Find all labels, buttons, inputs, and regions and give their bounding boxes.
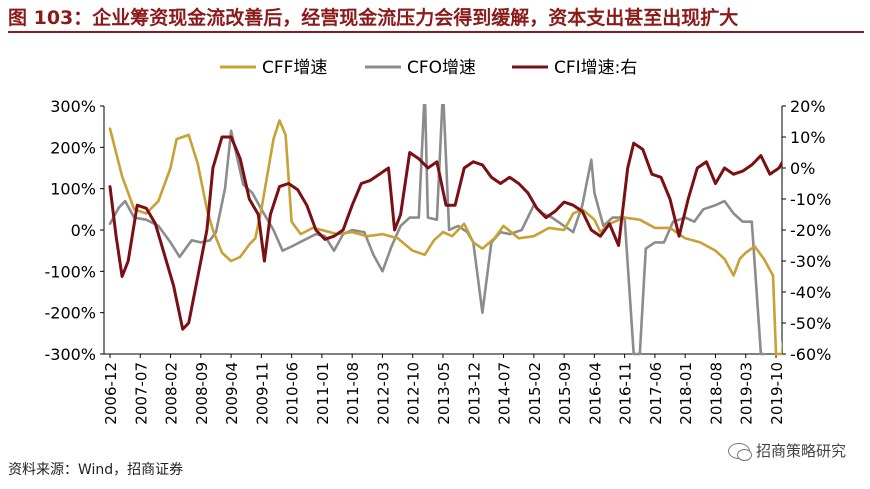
legend-label: CFO增速 [407, 58, 476, 78]
x-tick-label: 2016-11 [617, 362, 635, 425]
y-left-tick-label: -300% [44, 345, 96, 364]
source-note: 资料来源：Wind，招商证券 [8, 462, 184, 478]
y-left-tick-label: 300% [50, 97, 96, 116]
legend: CFF增速 CFO增速 CFI增速:右 [220, 58, 637, 78]
y-left-tick-label: -100% [44, 262, 96, 281]
x-tick-label: 2008-02 [163, 362, 181, 425]
series-lines [108, 104, 782, 356]
x-tick-label: 2014-07 [496, 362, 514, 425]
x-tick-label: 2007-07 [132, 362, 150, 425]
y-right-tick-label: 20% [790, 97, 826, 116]
chart: CFF增速 CFO增速 CFI增速:右 300% 200% 100% 0% -100% -20… [44, 58, 831, 425]
x-tick-label: 2015-09 [556, 362, 574, 425]
wechat-icon [727, 442, 752, 461]
x-tick-label: 2009-04 [223, 362, 241, 425]
legend-label: CFI增速:右 [554, 58, 637, 78]
legend-label: CFF增速 [262, 58, 327, 78]
x-tick-label: 2009-11 [253, 362, 271, 425]
x-tick-label: 2008-09 [193, 362, 211, 425]
x-tick-label: 2017-06 [647, 362, 665, 425]
x-tick-label: 2018-08 [707, 362, 725, 425]
y-right-tick-label: -50% [790, 314, 831, 333]
y-left-tick-label: 200% [50, 138, 96, 157]
y-right-tick-label: -40% [790, 283, 831, 302]
y-right-tick-label: -20% [790, 221, 831, 240]
y-right-tick-label: 10% [790, 128, 826, 147]
y-right-tick-label: -60% [790, 345, 831, 364]
x-tick-label: 2012-10 [405, 362, 423, 425]
x-tick-label: 2018-01 [677, 362, 695, 425]
x-tick-label: 2015-02 [526, 362, 544, 425]
figure-title: 图 103：企业筹资现金流改善后，经营现金流压力会得到缓解，资本支出甚至出现扩大 [8, 3, 864, 33]
x-tick-label: 2010-06 [284, 362, 302, 425]
x-tick-label: 2013-05 [435, 362, 453, 425]
y-right-tick-label: -10% [790, 190, 831, 209]
x-tick-label: 2011-08 [344, 362, 362, 425]
series-line-CFF增速 [108, 119, 782, 356]
x-tick-label: 2016-04 [586, 362, 604, 425]
x-tick-label: 2013-12 [465, 362, 483, 425]
y-left-tick-label: 100% [50, 180, 96, 199]
y-left-tick-label: -200% [44, 304, 96, 323]
x-tick-label: 2019-10 [768, 362, 786, 425]
y-right-tick-label: 0% [790, 159, 815, 178]
y-right-tick-label: -30% [790, 252, 831, 271]
axes: 300% 200% 100% 0% -100% -200% -300% 20% 10% 0% -10… [44, 97, 831, 425]
series-line-CFI增速:右 [108, 135, 782, 331]
series-line-CFO增速 [108, 104, 766, 356]
x-tick-label: 2006-12 [102, 362, 120, 425]
watermark-text: 招商策略研究 [755, 442, 846, 460]
y-left-tick-label: 0% [71, 221, 96, 240]
watermark: 招商策略研究 [727, 440, 846, 461]
x-tick-label: 2019-03 [738, 362, 756, 425]
x-tick-label: 2011-01 [314, 362, 332, 425]
x-tick-label: 2012-03 [374, 362, 392, 425]
